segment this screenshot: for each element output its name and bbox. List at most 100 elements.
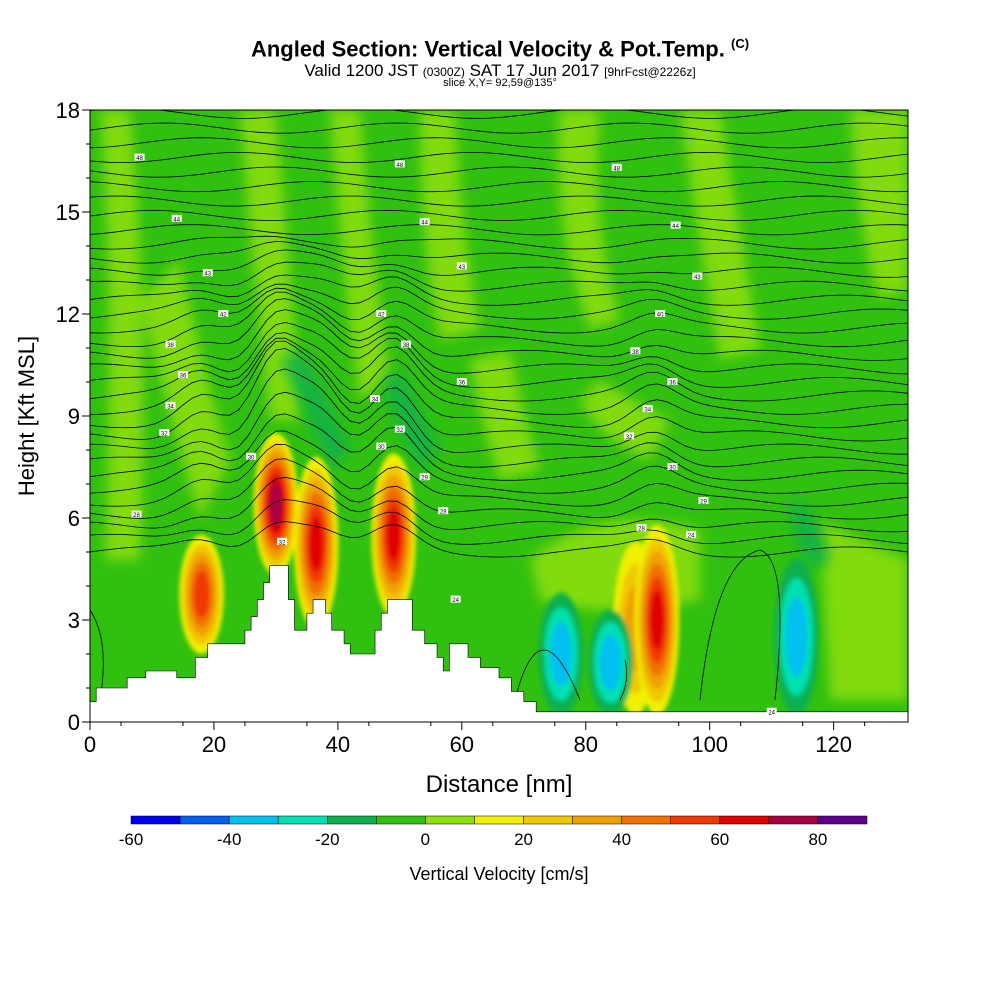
isentrope-label-box <box>636 524 647 532</box>
isentrope-line <box>90 499 908 545</box>
isentrope-label: 34 <box>644 408 651 414</box>
isentrope-label-box <box>134 153 145 161</box>
isentrope-label-box <box>766 707 777 715</box>
terrain <box>90 565 908 722</box>
isentrope-label: 44 <box>421 221 428 227</box>
contour-line <box>514 649 581 701</box>
isentrope-line <box>90 122 908 134</box>
isentrope-label-box <box>218 310 229 317</box>
isentrope-label-box <box>667 463 678 470</box>
isentrope-line <box>90 93 908 103</box>
y-tick-label: 6 <box>68 506 80 531</box>
isentrope-line <box>90 291 908 348</box>
updraft-core <box>309 515 324 572</box>
x-tick-label: 20 <box>202 732 226 757</box>
colorbar-tick-label: -40 <box>217 830 242 849</box>
y-tick-label: 18 <box>56 98 80 123</box>
colorbar-tick-label: -20 <box>315 830 340 849</box>
isentrope-line <box>90 261 908 292</box>
isentrope-label-box <box>686 531 697 538</box>
isentrope-label: 38 <box>632 350 639 356</box>
isentrope-line <box>90 337 908 415</box>
updraft-core <box>193 570 210 619</box>
updraft-core <box>386 508 401 562</box>
colorbar-swatch <box>425 815 475 825</box>
isentrope-label-box <box>394 160 405 168</box>
isentrope-label: 28 <box>638 527 645 533</box>
chart-title: Angled Section: Vertical Velocity & Pot.… <box>250 36 750 62</box>
isentrope-label: 48 <box>397 163 404 169</box>
isentrope-label-box <box>630 347 641 355</box>
isentrope-line <box>90 309 908 375</box>
isentrope-line <box>90 368 908 455</box>
isentrope-label-box <box>171 214 182 222</box>
isentrope-label: 36 <box>669 381 676 387</box>
colorbar-tick-label: 0 <box>421 830 430 849</box>
colorbar-swatch <box>277 815 328 825</box>
isentrope-label: 32 <box>279 540 286 546</box>
isentrope-line <box>90 274 908 306</box>
weak-downdraft-patches <box>280 350 830 570</box>
y-tick-label: 0 <box>68 710 80 735</box>
isentrope-label: 32 <box>161 432 168 438</box>
chart-slice-info: slice X,Y= 92,59@135° <box>443 77 557 89</box>
y-tick-label: 3 <box>68 608 80 633</box>
y-tick-label: 12 <box>56 302 80 327</box>
isentrope-line <box>90 322 908 389</box>
velocity-field: 48 44 43 42 38 36 34 32 30 28 48 44 43 42 38 36 34 32 30 29… <box>90 93 908 722</box>
isentrope-label: 30 <box>248 455 255 461</box>
isentrope-label-box <box>131 510 142 518</box>
colorbar-swatch <box>376 815 426 825</box>
downdraft-core <box>785 597 808 677</box>
isentrope-label: 24 <box>452 598 459 604</box>
isentrope-label: 44 <box>672 224 679 230</box>
y-tick-label: 9 <box>68 404 80 429</box>
x-tick-label: 0 <box>84 732 96 757</box>
isentrope-line <box>90 340 908 429</box>
isentrope-label-box <box>246 452 257 460</box>
updraft-core <box>649 590 665 650</box>
isentrope-label-box <box>370 395 381 402</box>
isentrope-label-box <box>456 378 467 385</box>
isentrope-label: 30 <box>669 466 676 472</box>
isentrope-line <box>90 195 908 207</box>
contour-line <box>699 549 781 701</box>
isentrope-line <box>90 235 908 250</box>
weak-updraft-streak <box>240 110 300 420</box>
colorbar-tick-label: 40 <box>612 830 631 849</box>
isentrope-line <box>90 430 908 494</box>
isentrope-line <box>90 137 908 149</box>
isentrope-label-box <box>624 432 635 440</box>
weak-updraft-streak <box>580 380 670 460</box>
isentrope-label: 24 <box>688 534 695 540</box>
colorbar-swatch <box>327 815 377 825</box>
colorbar: -60 -40 -20 0 20 40 60 80 <box>119 815 868 849</box>
isentrope-line <box>90 476 908 533</box>
isentrope-line <box>90 110 908 119</box>
isentrope-label-box <box>159 429 170 436</box>
isentrope-line <box>90 181 908 193</box>
colorbar-tick-label: 80 <box>808 830 827 849</box>
weak-updraft-streak <box>680 110 760 360</box>
weak-updraft-streak <box>850 110 908 300</box>
isentrope-label-box <box>376 310 387 317</box>
isentrope-line <box>90 209 908 221</box>
isentrope-label-box <box>655 310 666 317</box>
isentrope-line <box>90 224 908 236</box>
x-tick-label: 100 <box>691 732 728 757</box>
x-tick-label: 40 <box>326 732 350 757</box>
isentrope-label: 32 <box>397 428 404 434</box>
colorbar-swatch <box>523 815 573 825</box>
isentrope-label: 29 <box>421 476 428 482</box>
colorbar-swatch <box>474 815 524 825</box>
isentrope-labels: 48 44 43 42 38 36 34 32 30 28 48 44 43 42 38 36 34 32 30 29… <box>131 153 777 716</box>
isentrope-label-box <box>450 595 461 603</box>
colorbar-swatch <box>130 815 181 825</box>
isentrope-label: 44 <box>173 217 180 223</box>
y-axis-label: Height [Kft MSL] <box>14 336 39 496</box>
isentrope-label: 42 <box>378 313 385 319</box>
isentrope-line <box>90 348 908 442</box>
isentrope-line <box>90 249 908 278</box>
colorbar-tick-label: 20 <box>514 830 533 849</box>
isentrope-label: 48 <box>613 166 620 172</box>
